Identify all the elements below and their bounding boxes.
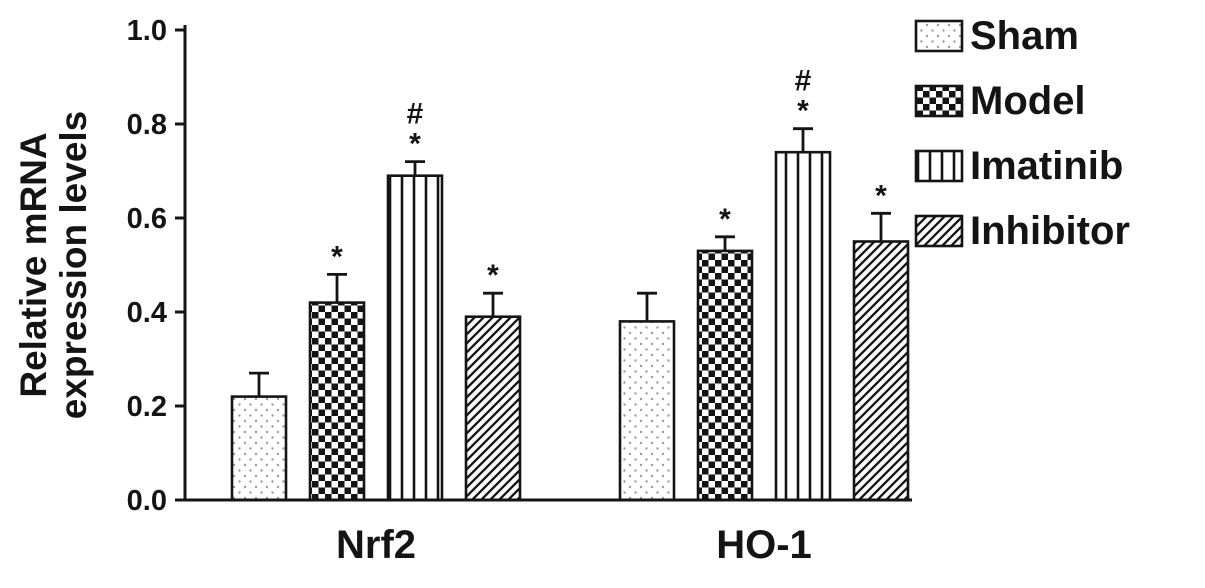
legend-swatch-model [914, 84, 964, 118]
bar-sham-nrf2 [230, 395, 288, 502]
asterisk-significance-marker: * [331, 240, 343, 273]
legend-label-imatinib: Imatinib [970, 144, 1123, 188]
y-axis-tick-label: 0.8 [127, 109, 167, 141]
y-axis-tick-label: 0.4 [127, 297, 167, 329]
bar-inhibitor-nrf2 [464, 315, 522, 502]
y-axis-title-line2: expression levels [53, 111, 94, 420]
x-category-label-ho-1: HO-1 [716, 523, 812, 567]
asterisk-significance-marker: * [797, 95, 809, 128]
y-axis-title-line1: Relative mRNA [13, 132, 54, 397]
asterisk-significance-marker: * [487, 259, 499, 292]
legend-swatch-imatinib [914, 149, 964, 183]
bar-model-nrf2 [308, 301, 366, 502]
legend-label-inhibitor: Inhibitor [970, 209, 1130, 253]
asterisk-significance-marker: * [875, 179, 887, 212]
y-axis-tick-label: 0.2 [127, 391, 167, 423]
legend-label-sham: Sham [970, 14, 1079, 58]
x-category-label-nrf2: Nrf2 [336, 523, 416, 567]
hash-significance-marker: # [795, 65, 812, 98]
legend-label-model: Model [970, 79, 1086, 123]
hash-significance-marker: # [407, 98, 424, 131]
y-axis-tick-label: 0.0 [127, 485, 167, 517]
y-axis-tick-label: 0.6 [127, 203, 167, 235]
bar-sham-ho-1 [618, 320, 676, 502]
legend-swatch-sham [914, 19, 964, 53]
bar-model-ho-1 [696, 249, 754, 502]
y-axis-tick-label: 1.0 [127, 15, 167, 47]
bar-inhibitor-ho-1 [852, 240, 910, 502]
asterisk-significance-marker: * [719, 203, 731, 236]
bar-imatinib-ho-1 [774, 150, 832, 502]
bar-imatinib-nrf2 [386, 174, 444, 502]
legend-swatch-inhibitor [914, 214, 964, 248]
asterisk-significance-marker: * [409, 128, 421, 161]
